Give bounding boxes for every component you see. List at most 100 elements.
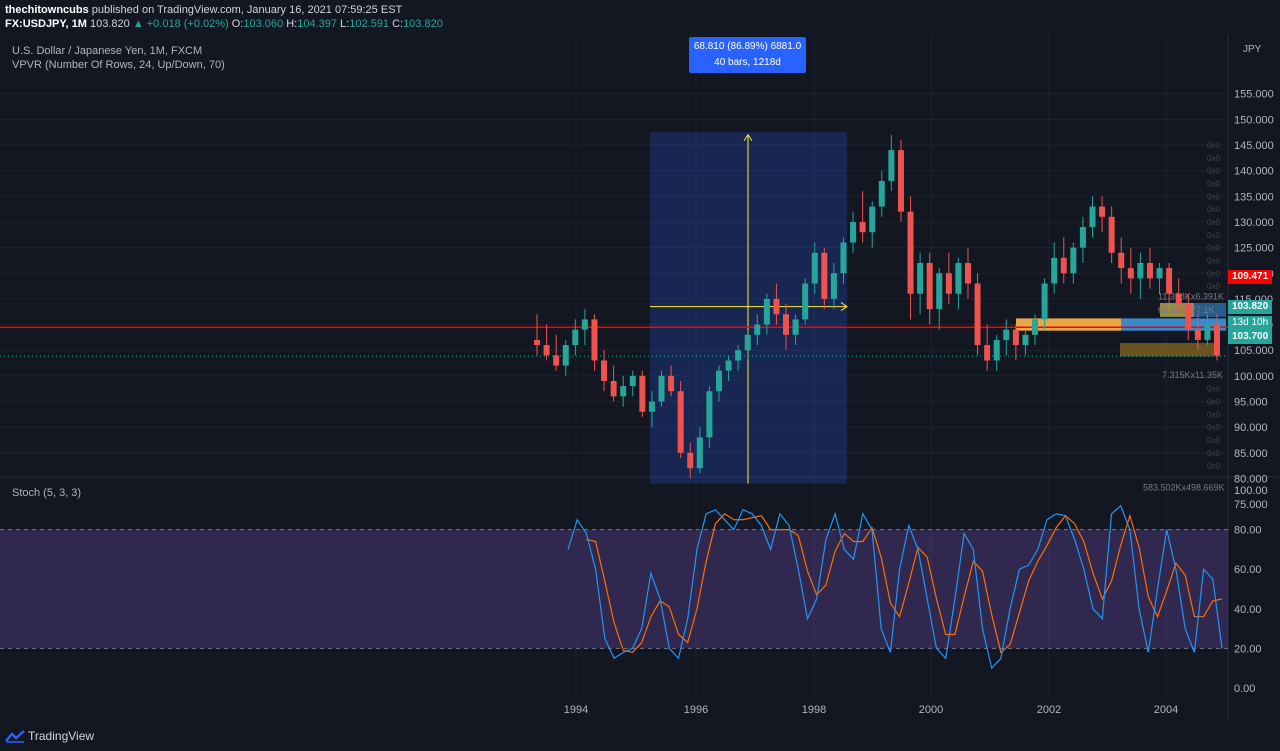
- measure-tooltip: 68.810 (86.89%) 6881.0 40 bars, 1218d: [689, 37, 806, 73]
- measure-change: 68.810 (86.89%) 6881.0: [693, 41, 802, 52]
- publisher-name[interactable]: thechitowncubs: [5, 4, 89, 16]
- stoch-tick-label: 100.00: [1234, 485, 1268, 497]
- candle-body: [725, 360, 732, 371]
- candle-body: [1041, 283, 1048, 320]
- candle-body: [763, 298, 770, 325]
- price-tick-label: 130.000: [1234, 217, 1274, 229]
- vpvr-label-row3: 7.315Kx11.35K: [1162, 370, 1223, 380]
- candle-body: [601, 360, 608, 381]
- candle-body: [773, 298, 780, 315]
- vpvr-empty-row: 0x0: [1207, 141, 1220, 150]
- candle-body: [984, 345, 991, 361]
- vpvr-legend[interactable]: VPVR (Number Of Rows, 24, Up/Down, 70): [12, 59, 225, 71]
- candle-body: [668, 375, 675, 392]
- stoch-tick-label: 40.00: [1234, 604, 1262, 616]
- countdown-tag: 13d 10h: [1228, 316, 1273, 330]
- price-tick-label: 135.000: [1234, 191, 1274, 203]
- candle-body: [1108, 216, 1115, 253]
- candle-body: [869, 206, 876, 233]
- high-label: H:: [286, 18, 298, 30]
- candle-body: [677, 391, 684, 453]
- candle-body: [581, 319, 588, 330]
- candle-body: [1214, 324, 1220, 356]
- candle-body: [610, 380, 617, 397]
- candle-body: [735, 350, 742, 361]
- candle-body: [1127, 268, 1134, 279]
- candle-body: [993, 339, 1000, 361]
- price-tick-label: 85.000: [1234, 448, 1268, 460]
- candle-body: [936, 273, 943, 310]
- candle-body: [1185, 304, 1192, 330]
- change-label: ▲ +0.018 (+0.02%): [132, 18, 229, 30]
- candle-body: [553, 355, 560, 366]
- candle-body: [821, 252, 828, 299]
- candle-body: [648, 401, 655, 412]
- stoch-band: [0, 529, 1228, 649]
- candle-body: [859, 221, 866, 233]
- published-text: published on TradingView.com, January 16…: [91, 4, 403, 16]
- candle-body: [1051, 257, 1058, 284]
- candle-body: [1175, 293, 1182, 305]
- price-tick-label: 100.000: [1234, 371, 1274, 383]
- stoch-tick-label: 80.00: [1234, 525, 1262, 537]
- candle-body: [1194, 329, 1201, 340]
- tradingview-brand[interactable]: TradingView: [28, 729, 95, 743]
- candle-body: [1089, 206, 1096, 228]
- price-tick-label: 105.000: [1234, 345, 1274, 357]
- price-tick-label: 155.000: [1234, 89, 1274, 101]
- hline-price-tag: 109.471: [1228, 270, 1273, 284]
- candle-body: [543, 345, 550, 356]
- candle-body: [629, 375, 636, 387]
- candle-body: [696, 437, 703, 469]
- stoch-legend[interactable]: Stoch (5, 3, 3): [12, 487, 82, 499]
- chart-canvas[interactable]: 155.000 150.000 145.000 140.000 135.000 130.0…: [0, 34, 1280, 721]
- time-tick-label: 1998: [802, 704, 826, 716]
- candle-body: [811, 252, 818, 284]
- vpvr-empty-row: 0x0: [1207, 436, 1220, 445]
- candle-body: [1156, 268, 1163, 279]
- candle-body: [907, 211, 914, 294]
- vpvr-empty-row: 0x0: [1207, 256, 1220, 265]
- open-value: 103.060: [243, 18, 284, 30]
- candle-body: [1032, 319, 1039, 335]
- tradingview-logo-icon[interactable]: [5, 729, 25, 743]
- vpvr-empty-row: 0x0: [1207, 244, 1220, 253]
- vpvr-empty-row: 0x0: [1207, 231, 1220, 240]
- vpvr-empty-row: 0x0: [1207, 423, 1220, 432]
- vpvr-empty-row: 0x0: [1207, 179, 1220, 188]
- vpvr-label-total: 583.502Kx498.669K: [1143, 483, 1225, 493]
- vpvr-empty-row: 0x0: [1207, 462, 1220, 471]
- candle-body: [639, 375, 646, 412]
- candle-body: [888, 150, 895, 181]
- candle-body: [955, 262, 962, 294]
- stoch-tick-label: 20.00: [1234, 643, 1262, 655]
- measure-bars: 40 bars, 1218d: [714, 57, 781, 68]
- ohlc-line: FX:USDJPY, 1M 103.820 ▲ +0.018 (+0.02%) …: [5, 18, 443, 30]
- low-label: L:: [340, 18, 350, 30]
- high-value: 104.397: [297, 18, 337, 30]
- vpvr-empty-row: 0x0: [1207, 385, 1220, 394]
- candle-body: [1003, 329, 1010, 340]
- time-tick-label: 2002: [1037, 704, 1061, 716]
- candle-body: [1070, 247, 1077, 274]
- candle-body: [591, 319, 598, 361]
- stoch-tick-label: 60.00: [1234, 564, 1262, 576]
- candle-body: [830, 273, 837, 299]
- candle-body: [754, 324, 761, 335]
- candle-body: [840, 242, 847, 274]
- low-value: 102.591: [349, 18, 389, 30]
- vpvr-empty-row: 0x0: [1207, 167, 1220, 176]
- measure-arrowhead-up: [743, 133, 753, 142]
- vpvr-empty-row: 0x0: [1207, 218, 1220, 227]
- pane-title: U.S. Dollar / Japanese Yen, 1M, FXCM: [12, 45, 203, 57]
- price-tick-label: 125.000: [1234, 243, 1274, 255]
- vpvr-row-up: [1120, 343, 1220, 357]
- candle-body: [964, 262, 971, 284]
- candle-body: [562, 345, 569, 366]
- candle-body: [897, 150, 904, 212]
- vpvr-empty-row: 0x0: [1207, 449, 1220, 458]
- candle-body: [917, 262, 924, 294]
- measure-arrowhead-right: [840, 302, 848, 312]
- time-tick-label: 2004: [1154, 704, 1178, 716]
- vpvr-poc-up: [1016, 318, 1121, 331]
